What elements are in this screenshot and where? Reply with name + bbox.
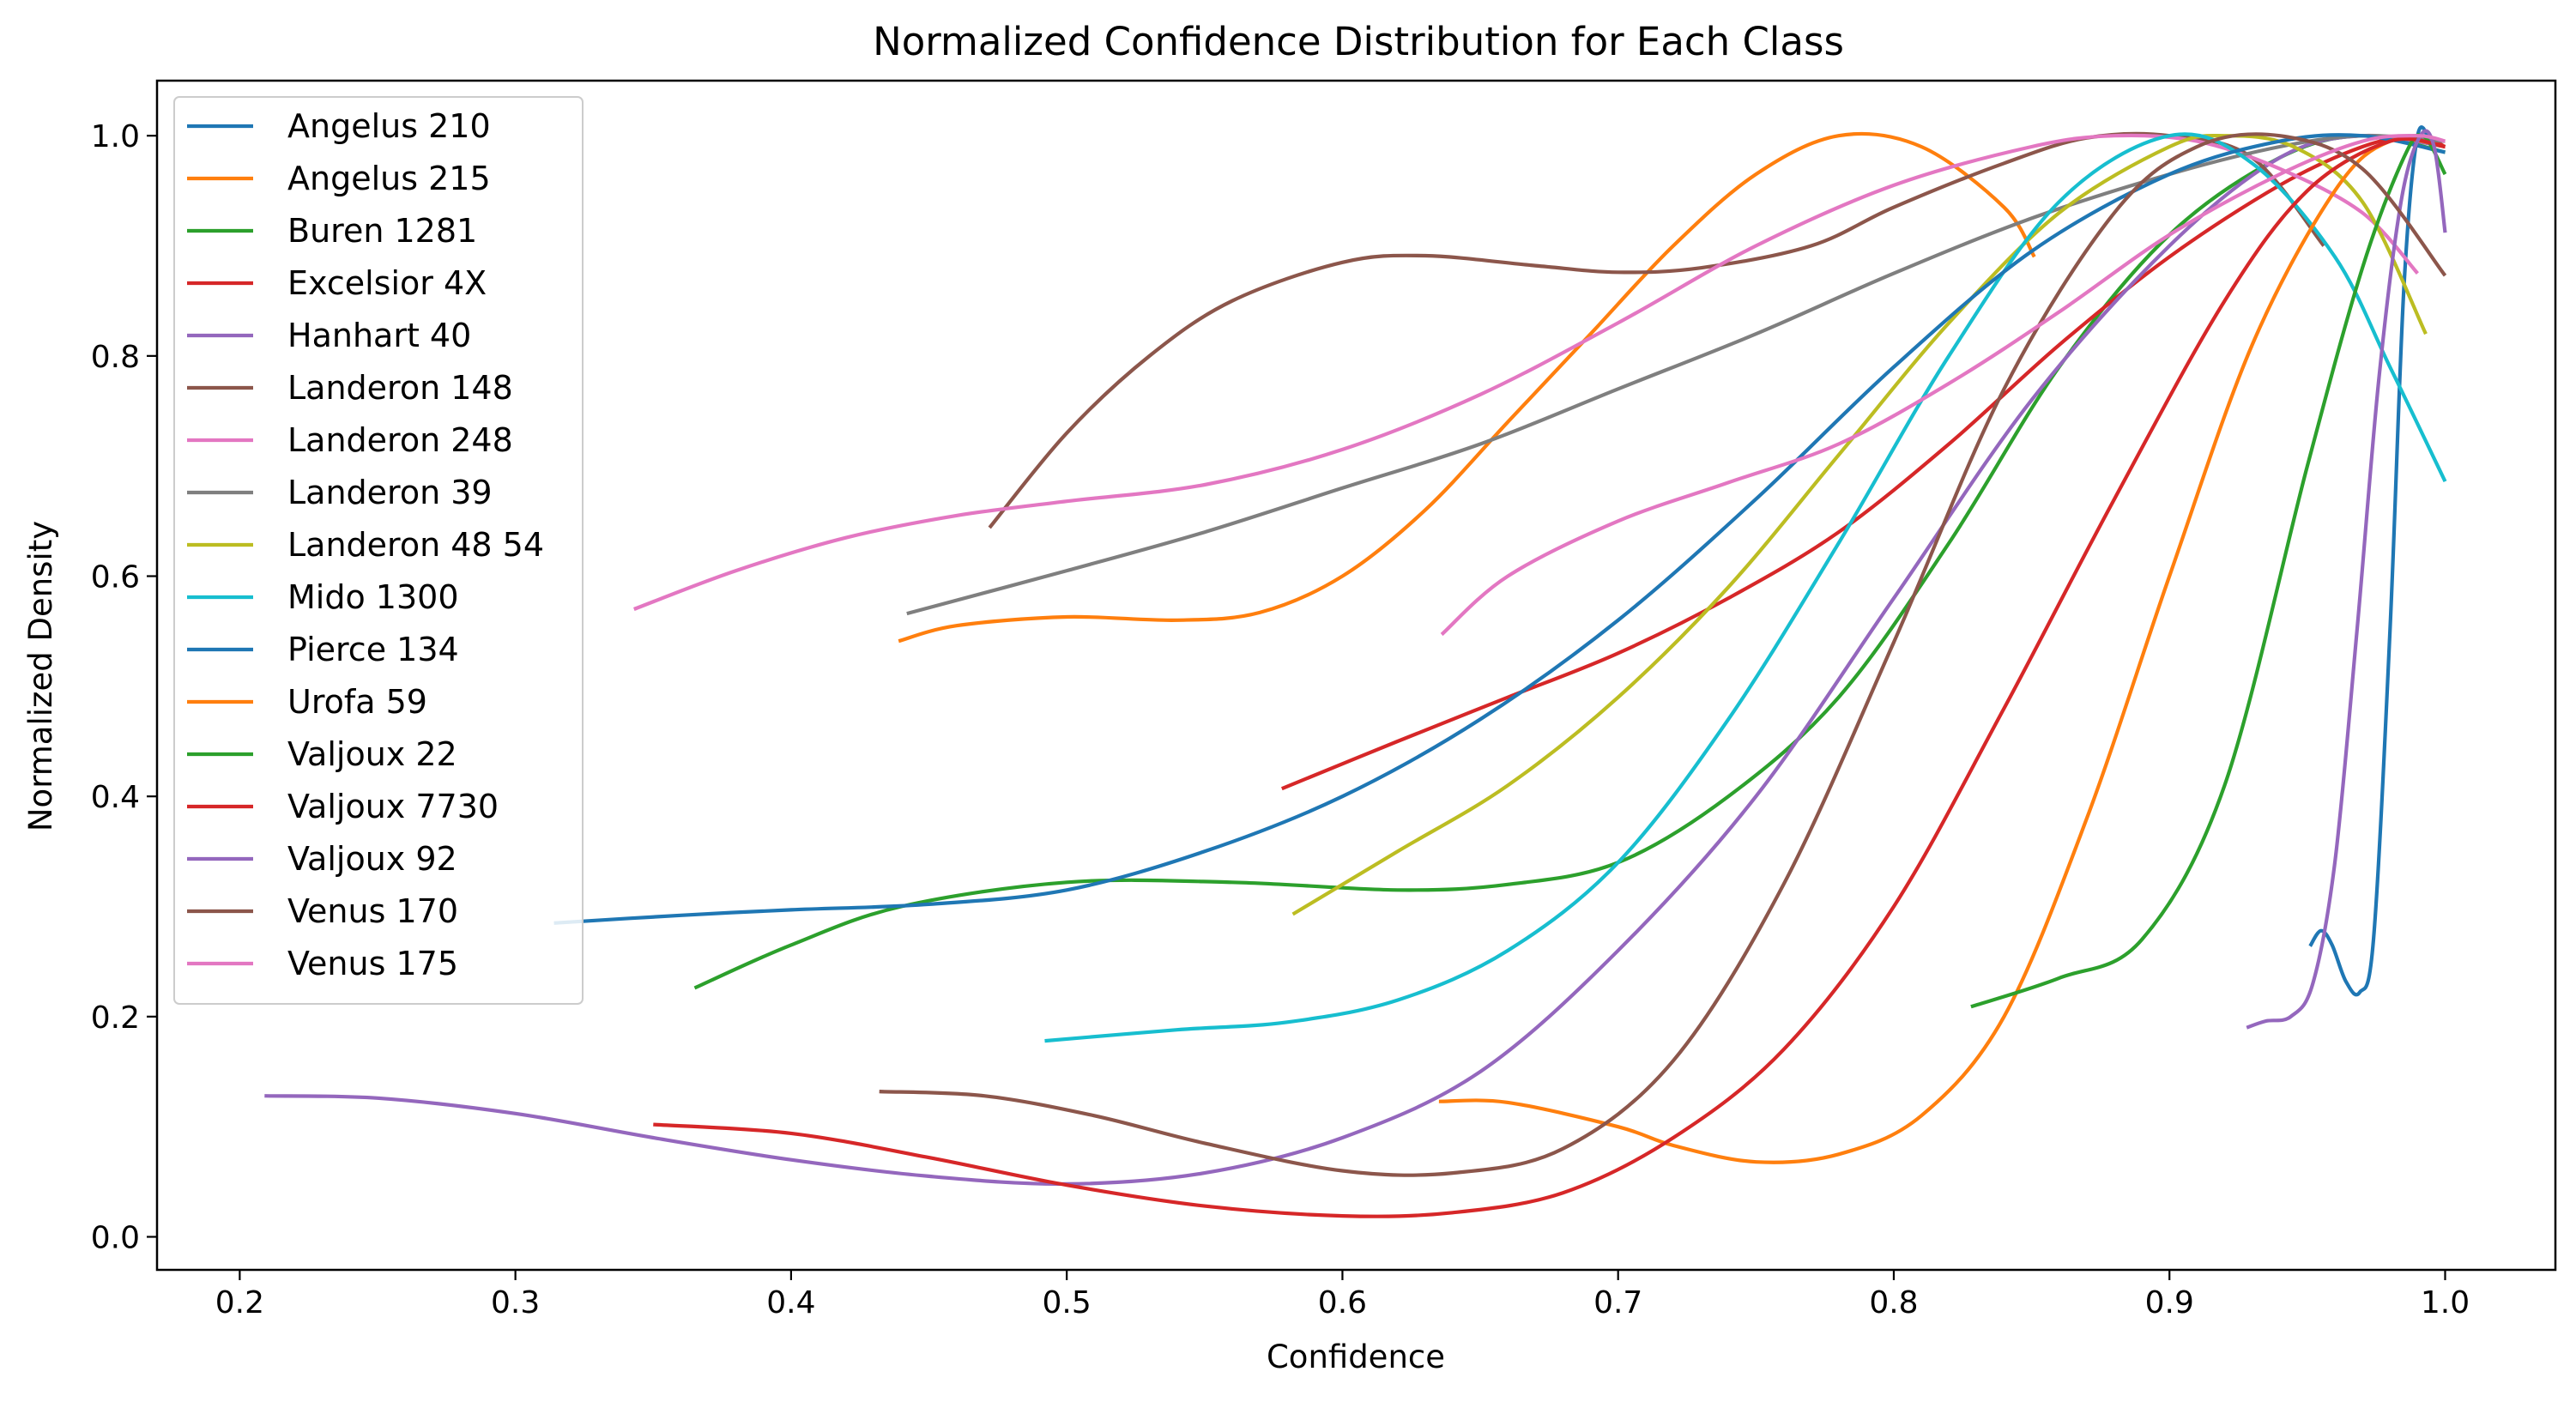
legend-label-14: Valjoux 92	[287, 840, 457, 878]
legend-label-16: Venus 175	[287, 945, 458, 982]
legend-frame	[173, 96, 584, 1005]
series-line-0	[2308, 125, 2434, 997]
x-tick-label-6: 0.8	[1869, 1285, 1918, 1320]
legend-label-0: Angelus 210	[287, 107, 491, 145]
series-line-1	[898, 131, 2036, 644]
legend-label-3: Excelsior 4X	[287, 264, 487, 302]
legend-label-13: Valjoux 7730	[287, 788, 499, 825]
legend-label-8: Landeron 48 54	[287, 526, 544, 564]
x-tick-label-3: 0.5	[1043, 1285, 1091, 1320]
x-tick-label-2: 0.4	[766, 1285, 815, 1320]
series-line-16	[1440, 134, 2446, 637]
x-tick-label-5: 0.7	[1593, 1285, 1642, 1320]
legend-label-15: Venus 170	[287, 892, 458, 930]
legend-label-2: Buren 1281	[287, 212, 477, 250]
legend-label-12: Valjoux 22	[287, 735, 457, 773]
plot-area	[264, 125, 2447, 1218]
plot-frame	[155, 79, 2557, 1272]
series-line-8	[1291, 133, 2428, 916]
x-axis-title: Confidence	[1267, 1339, 1445, 1375]
x-axis: 0.2 0.3 0.4 0.5 0.6 0.7 0.8 0.9 1.0	[215, 1270, 2470, 1320]
legend-label-4: Hanhart 40	[287, 317, 471, 354]
series-line-11	[1438, 136, 2446, 1164]
legend: Angelus 210 Angelus 215 Buren 1281 Excelsio…	[173, 96, 584, 1005]
legend-label-6: Landeron 248	[287, 421, 513, 459]
y-tick-label-1: 0.2	[91, 1000, 140, 1036]
chart-title: Normalized Confidence Distribution for E…	[873, 19, 1844, 64]
y-tick-label-2: 0.4	[91, 780, 140, 815]
x-tick-label-8: 1.0	[2421, 1285, 2470, 1320]
series-line-9	[1044, 132, 2447, 1043]
x-tick-label-1: 0.3	[491, 1285, 540, 1320]
series-line-13	[653, 136, 2446, 1218]
legend-label-5: Landeron 148	[287, 369, 513, 407]
y-tick-label-3: 0.6	[91, 560, 140, 595]
x-tick-label-0: 0.2	[215, 1285, 264, 1320]
y-axis: 0.0 0.2 0.4 0.6 0.8 1.0	[91, 119, 157, 1256]
y-axis-title: Normalized Density	[22, 521, 59, 831]
series-line-2	[693, 134, 2446, 990]
legend-label-7: Landeron 39	[287, 474, 493, 511]
x-tick-label-7: 0.9	[2145, 1285, 2194, 1320]
x-tick-label-4: 0.6	[1318, 1285, 1367, 1320]
y-tick-label-5: 1.0	[91, 119, 140, 154]
y-tick-label-4: 0.8	[91, 340, 140, 375]
series-line-6	[633, 133, 2419, 611]
legend-label-10: Pierce 134	[287, 631, 459, 668]
y-tick-label-0: 0.0	[91, 1221, 140, 1256]
legend-label-1: Angelus 215	[287, 160, 491, 197]
legend-label-9: Mido 1300	[287, 578, 459, 616]
series-line-10	[553, 133, 2446, 925]
series-line-4	[264, 133, 2446, 1187]
legend-label-11: Urofa 59	[287, 683, 427, 721]
series-line-12	[1970, 133, 2447, 1009]
series-line-15	[879, 132, 2447, 1177]
